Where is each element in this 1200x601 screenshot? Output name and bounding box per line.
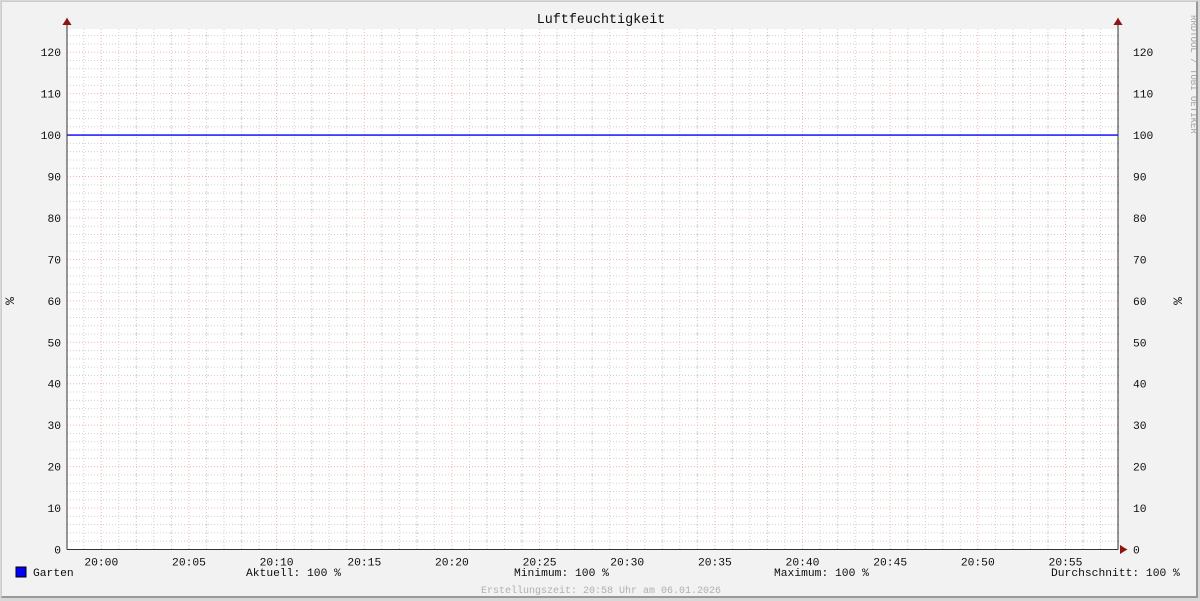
svg-text:60: 60 — [1133, 297, 1147, 309]
svg-text:100: 100 — [1133, 131, 1154, 143]
svg-text:20:35: 20:35 — [698, 558, 732, 570]
svg-text:70: 70 — [47, 255, 61, 267]
svg-text:70: 70 — [1133, 255, 1147, 267]
svg-text:%: % — [1171, 297, 1186, 305]
svg-text:20:00: 20:00 — [84, 558, 118, 570]
svg-text:Durchschnitt: 100 %: Durchschnitt: 100 % — [1051, 568, 1180, 580]
svg-text:0: 0 — [54, 546, 61, 558]
svg-text:20:45: 20:45 — [873, 558, 907, 570]
svg-text:10: 10 — [47, 504, 61, 516]
svg-text:30: 30 — [1133, 421, 1147, 433]
svg-text:Aktuell: 100 %: Aktuell: 100 % — [246, 568, 341, 580]
svg-text:100: 100 — [41, 131, 62, 143]
svg-text:120: 120 — [41, 48, 62, 60]
svg-text:Minimum: 100 %: Minimum: 100 % — [514, 568, 609, 580]
svg-text:80: 80 — [1133, 214, 1147, 226]
svg-text:10: 10 — [1133, 504, 1147, 516]
svg-text:%: % — [3, 297, 18, 305]
svg-text:0: 0 — [1133, 546, 1140, 558]
svg-text:Maximum: 100 %: Maximum: 100 % — [774, 568, 869, 580]
svg-text:50: 50 — [47, 338, 61, 350]
svg-text:90: 90 — [1133, 173, 1147, 185]
svg-text:30: 30 — [47, 421, 61, 433]
svg-text:50: 50 — [1133, 338, 1147, 350]
svg-text:RRDTOOL / TOBI OETIKER: RRDTOOL / TOBI OETIKER — [1188, 15, 1198, 134]
svg-text:80: 80 — [47, 214, 61, 226]
svg-text:20:30: 20:30 — [610, 558, 644, 570]
svg-text:Garten: Garten — [33, 568, 74, 580]
svg-text:60: 60 — [47, 297, 61, 309]
svg-text:20:05: 20:05 — [172, 558, 206, 570]
svg-text:20:50: 20:50 — [961, 558, 995, 570]
svg-text:40: 40 — [1133, 380, 1147, 392]
svg-text:110: 110 — [41, 90, 62, 102]
svg-text:120: 120 — [1133, 48, 1154, 60]
svg-text:20: 20 — [47, 463, 61, 475]
svg-text:20:20: 20:20 — [435, 558, 469, 570]
svg-text:20: 20 — [1133, 463, 1147, 475]
svg-text:110: 110 — [1133, 90, 1154, 102]
svg-text:Erstellungszeit: 20:58 Uhr am: Erstellungszeit: 20:58 Uhr am 06.01.2026 — [481, 585, 721, 597]
svg-text:20:15: 20:15 — [347, 558, 381, 570]
svg-text:90: 90 — [47, 173, 61, 185]
svg-text:Luftfeuchtigkeit: Luftfeuchtigkeit — [537, 13, 666, 28]
svg-text:40: 40 — [47, 380, 61, 392]
